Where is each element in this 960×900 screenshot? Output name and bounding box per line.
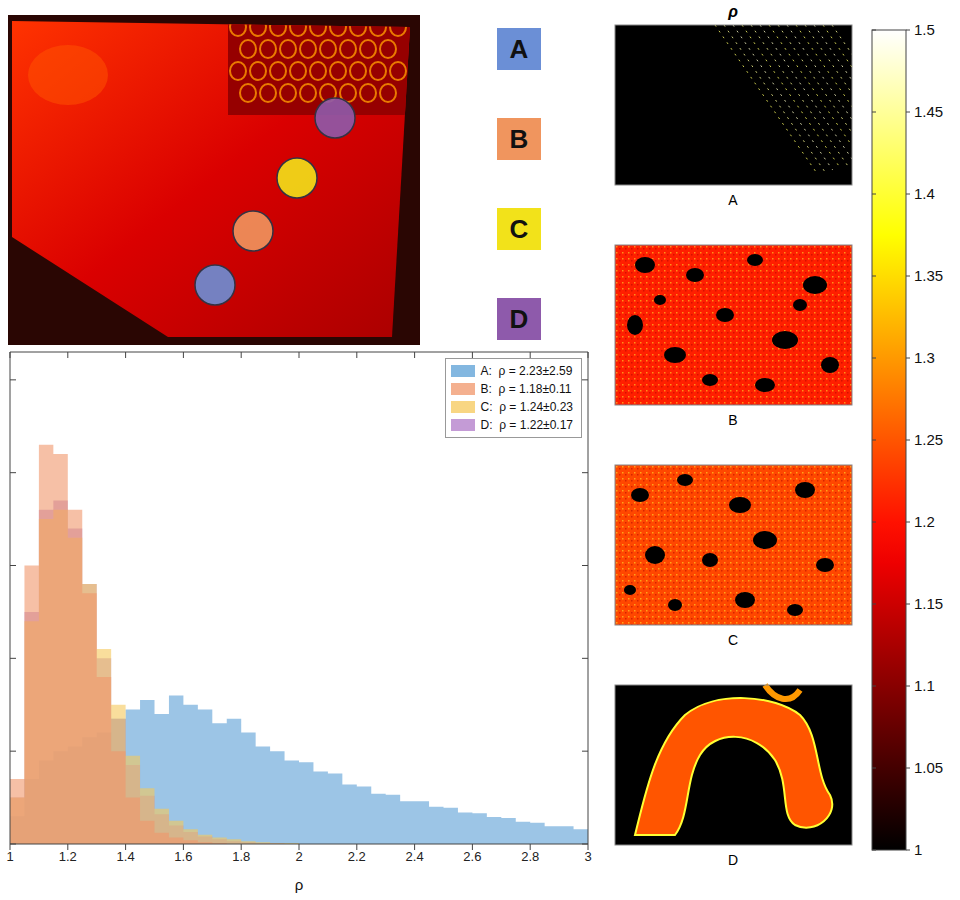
svg-text:D: D: [728, 852, 738, 868]
html-text:B: B: [509, 123, 529, 154]
svg-text:1.6: 1.6: [174, 849, 192, 864]
html-text:B: ρ = 1.18±0.11: B: ρ = 1.18±0.11: [480, 382, 572, 396]
svg-text:2.2: 2.2: [348, 849, 366, 864]
svg-text:1: 1: [6, 849, 13, 864]
svg-text:3: 3: [584, 849, 591, 864]
svg-text:1.15: 1.15: [914, 595, 943, 612]
html-text:D: ρ = 1.22±0.17: D: ρ = 1.22±0.17: [480, 418, 573, 432]
html-text:A: ρ = 2.23±2.59: A: ρ = 2.23±2.59: [480, 364, 573, 378]
html-text:C: C: [509, 213, 529, 244]
html-text:D: D: [509, 303, 529, 334]
svg-text:1.5: 1.5: [914, 21, 935, 38]
svg-text:1.3: 1.3: [914, 349, 935, 366]
svg-text:1.25: 1.25: [914, 431, 943, 448]
svg-text:1.4: 1.4: [914, 185, 935, 202]
svg-text:2.6: 2.6: [463, 849, 481, 864]
svg-text:1.35: 1.35: [914, 267, 943, 284]
svg-text:1: 1: [914, 841, 922, 858]
svg-text:2.4: 2.4: [406, 849, 424, 864]
svg-text:1.2: 1.2: [914, 513, 935, 530]
svg-text:B: B: [728, 412, 737, 428]
svg-text:1.4: 1.4: [117, 849, 135, 864]
svg-text:1.45: 1.45: [914, 103, 943, 120]
svg-text:2: 2: [295, 849, 302, 864]
html-text:C: ρ = 1.24±0.23: C: ρ = 1.24±0.23: [480, 400, 573, 414]
svg-text:1.05: 1.05: [914, 759, 943, 776]
svg-text:2.8: 2.8: [521, 849, 539, 864]
html-text:A: A: [509, 33, 529, 64]
svg-text:A: A: [728, 192, 738, 208]
svg-text:C: C: [728, 632, 738, 648]
svg-text:1.8: 1.8: [232, 849, 250, 864]
svg-text:1.2: 1.2: [59, 849, 77, 864]
svg-text:1.1: 1.1: [914, 677, 935, 694]
svg-text:ρ: ρ: [727, 3, 738, 20]
svg-text:ρ: ρ: [295, 876, 304, 893]
